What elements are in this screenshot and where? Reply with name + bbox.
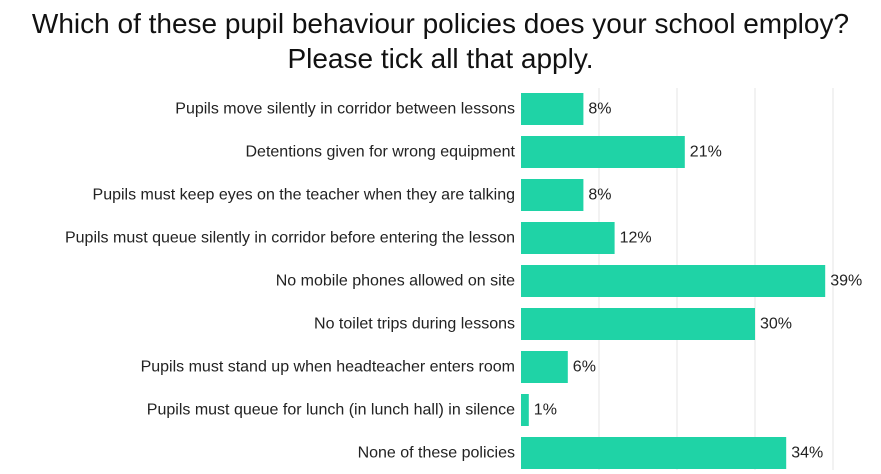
value-label: 6% [573, 359, 596, 376]
title-line-2: Please tick all that apply. [287, 43, 594, 74]
value-label: 39% [830, 273, 862, 290]
bar [521, 437, 787, 469]
value-label: 8% [588, 101, 611, 118]
bar [521, 93, 584, 125]
value-label: 34% [791, 445, 823, 462]
bar [521, 394, 529, 426]
value-label: 1% [534, 402, 557, 419]
bar [521, 179, 584, 211]
bar [521, 265, 826, 297]
category-label: Pupils move silently in corridor between… [175, 101, 515, 118]
title-line-1: Which of these pupil behaviour policies … [31, 8, 850, 39]
category-label: Pupils must stand up when headteacher en… [141, 359, 515, 376]
category-label: No toilet trips during lessons [314, 316, 515, 333]
value-labels: 8% 21% 8% 12% 39% 30% 6% 1% 34% [534, 101, 862, 462]
category-label: Detentions given for wrong equipment [246, 144, 516, 161]
category-label: Pupils must keep eyes on the teacher whe… [93, 187, 515, 204]
category-label: Pupils must queue silently in corridor b… [65, 230, 515, 247]
bar [521, 222, 615, 254]
bar [521, 136, 685, 168]
bar [521, 351, 568, 383]
chart-title: Which of these pupil behaviour policies … [0, 6, 881, 76]
category-labels: Pupils move silently in corridor between… [65, 101, 516, 462]
bar [521, 308, 755, 340]
bars [521, 93, 826, 469]
category-label: Pupils must queue for lunch (in lunch ha… [147, 402, 515, 419]
value-label: 12% [620, 230, 652, 247]
value-label: 30% [760, 316, 792, 333]
value-label: 8% [588, 187, 611, 204]
category-label: None of these policies [358, 445, 515, 462]
value-label: 21% [690, 144, 722, 161]
category-label: No mobile phones allowed on site [276, 273, 515, 290]
